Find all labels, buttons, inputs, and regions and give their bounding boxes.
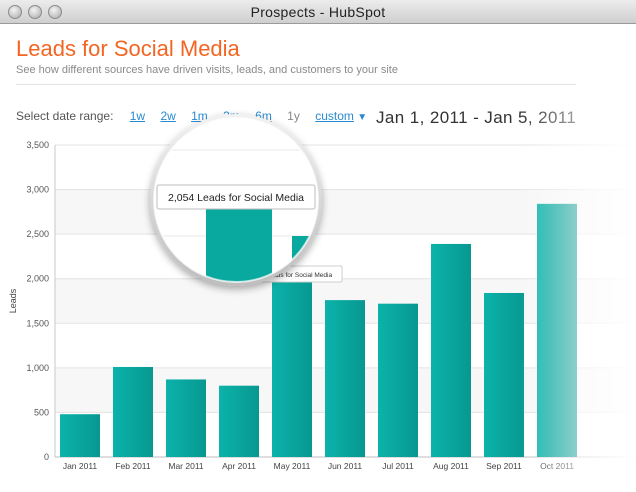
close-window-icon[interactable] bbox=[8, 5, 22, 19]
y-tick-label: 0 bbox=[44, 452, 49, 462]
y-tick-label: 500 bbox=[34, 407, 49, 417]
window-titlebar: Prospects - HubSpot bbox=[0, 0, 636, 24]
x-tick-label: Aug 2011 bbox=[433, 461, 469, 471]
y-tick-label: 2,500 bbox=[26, 229, 49, 239]
magnifier-lens: 2,054 Leads for Social Media bbox=[150, 114, 322, 286]
x-tick-label: Oct 2011 bbox=[540, 461, 574, 471]
page-title: Leads for Social Media bbox=[16, 36, 240, 61]
lens-highlight bbox=[153, 117, 319, 283]
x-tick-label: May 2011 bbox=[274, 461, 311, 471]
bar-jan-2011 bbox=[60, 414, 100, 457]
x-tick-label: Mar 2011 bbox=[168, 461, 204, 471]
chevron-down-icon[interactable]: ▼ bbox=[357, 112, 368, 123]
window-title: Prospects - HubSpot bbox=[250, 4, 386, 20]
tooltip-small-text: 2,054 Leads for Social Media bbox=[248, 272, 333, 279]
bar-oct-2011 bbox=[537, 203, 577, 457]
header-divider bbox=[16, 84, 576, 85]
x-tick-label: Jan 2011 bbox=[63, 461, 98, 471]
x-tick-label: Sep 2011 bbox=[486, 461, 522, 471]
x-tick-label: Apr 2011 bbox=[222, 461, 256, 471]
y-tick-label: 1,500 bbox=[26, 318, 49, 328]
bar-may-2011 bbox=[272, 273, 312, 457]
date-range-selector: Select date range: 1w 2w 1m 3m 6m 1y cus… bbox=[16, 109, 367, 123]
range-option-1w[interactable]: 1w bbox=[129, 109, 146, 123]
tooltip-large-box bbox=[156, 184, 316, 210]
minimize-window-icon[interactable] bbox=[28, 5, 42, 19]
bar-jul-2011 bbox=[378, 303, 418, 457]
y-axis-title: Leads bbox=[8, 288, 18, 313]
x-tick-label: Jul 2011 bbox=[382, 461, 414, 471]
y-tick-label: 1,000 bbox=[26, 363, 49, 373]
range-option-1y: 1y bbox=[287, 109, 300, 123]
range-option-2w[interactable]: 2w bbox=[160, 109, 176, 123]
bar-jun-2011 bbox=[325, 300, 365, 457]
bar-mar-2011 bbox=[166, 379, 206, 457]
bar-feb-2011 bbox=[113, 366, 153, 457]
x-tick-label: Jun 2011 bbox=[328, 461, 363, 471]
bar-apr-2011 bbox=[219, 385, 259, 457]
tooltip-large-text: 2,054 Leads for Social Media bbox=[168, 192, 304, 204]
date-range-label: Select date range: bbox=[16, 109, 114, 123]
zoom-window-icon[interactable] bbox=[48, 5, 62, 19]
page-subtitle: See how different sources have driven vi… bbox=[16, 64, 398, 76]
y-tick-label: 3,000 bbox=[26, 185, 49, 195]
range-option-custom[interactable]: custom bbox=[315, 109, 354, 123]
lens-content: 2,054 Leads for Social Media bbox=[154, 118, 318, 282]
y-tick-label: 3,500 bbox=[26, 140, 49, 150]
y-tick-label: 2,000 bbox=[26, 274, 49, 284]
range-option-1m[interactable]: 1m bbox=[191, 109, 208, 123]
x-tick-label: Feb 2011 bbox=[115, 461, 151, 471]
bar-aug-2011 bbox=[431, 243, 471, 457]
lens-bar-may bbox=[206, 206, 272, 282]
bar-sep-2011 bbox=[484, 292, 524, 457]
